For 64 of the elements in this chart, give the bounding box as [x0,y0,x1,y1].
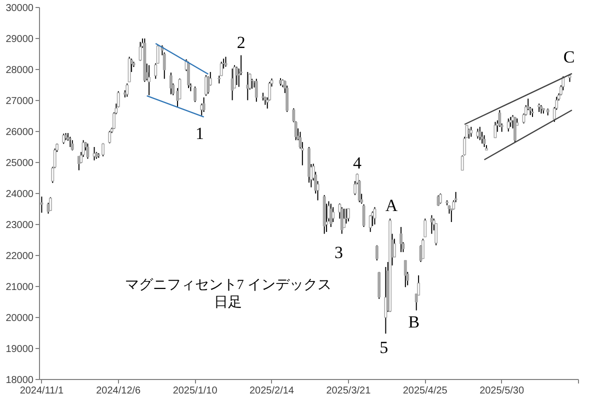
annotation: 1 [195,124,204,144]
text: マグニフィセント7 インデックス [124,278,332,293]
y-tick-label: 22000 [6,251,34,262]
y-tick-label: 18000 [6,375,34,386]
candlestick [373,206,376,225]
annotation: B [408,312,420,332]
candlestick [478,126,482,141]
candlestick [40,196,44,214]
candlestick [467,128,470,140]
y-tick-label: 29000 [6,34,34,45]
candlestick [126,82,129,98]
annotation: 2 [236,32,246,52]
y-tick-label: 27000 [6,96,34,107]
candlestick [70,140,74,151]
candlestick [482,134,486,148]
x-tick-label: 2025/2/14 [250,386,294,396]
y-tick-label: 24000 [6,189,34,200]
annotation: A [385,196,398,215]
candlestick [375,244,378,261]
candlestick [235,66,238,86]
candlestick [230,68,234,101]
candlestick [169,72,172,95]
candlestick [108,130,112,144]
y-tick-label: 23000 [6,220,34,231]
candlestick [68,136,72,148]
candlestick [194,86,197,103]
y-tick-label: 26000 [6,127,34,138]
candlestick [480,131,484,144]
annotation: 3 [334,243,344,262]
candlestick [246,71,250,101]
candlestick [186,61,190,89]
y-tick-label: 25000 [6,158,34,169]
candlestick [362,204,366,228]
y-tick-label: 20000 [6,313,34,324]
candlestick [424,218,427,238]
annotation: 5 [380,338,388,358]
x-tick-label: 2025/1/10 [172,386,218,396]
candlestick [494,121,497,138]
x-tick-label: 2024/11/1 [20,386,64,396]
candlestick [206,76,210,94]
candlestick [202,96,206,112]
y-tick-label: 28000 [6,65,34,76]
candlestick [340,206,344,234]
text: 日足 [214,294,242,311]
candlestick [513,116,516,143]
annotation: 4 [352,154,362,173]
candlestick [46,202,50,214]
annotation: C [563,47,575,66]
candlestick [128,56,131,82]
y-tick-label: 30000 [6,3,34,14]
y-tick-label: 19000 [6,344,34,355]
candlestick [404,260,407,288]
x-tick-label: 2025/3/21 [326,386,372,396]
candlestick [77,155,80,171]
candlestick [436,194,440,206]
candlestick [86,143,90,160]
candlestick [346,208,350,222]
candlestick [329,203,332,228]
candlestick [506,118,510,132]
x-tick-label: 2024/12/6 [96,386,142,396]
y-tick-label: 21000 [6,282,34,293]
x-tick-label: 2025/5/30 [480,386,524,396]
candlestick [400,226,403,253]
x-tick-label: 2025/4/25 [402,386,448,396]
